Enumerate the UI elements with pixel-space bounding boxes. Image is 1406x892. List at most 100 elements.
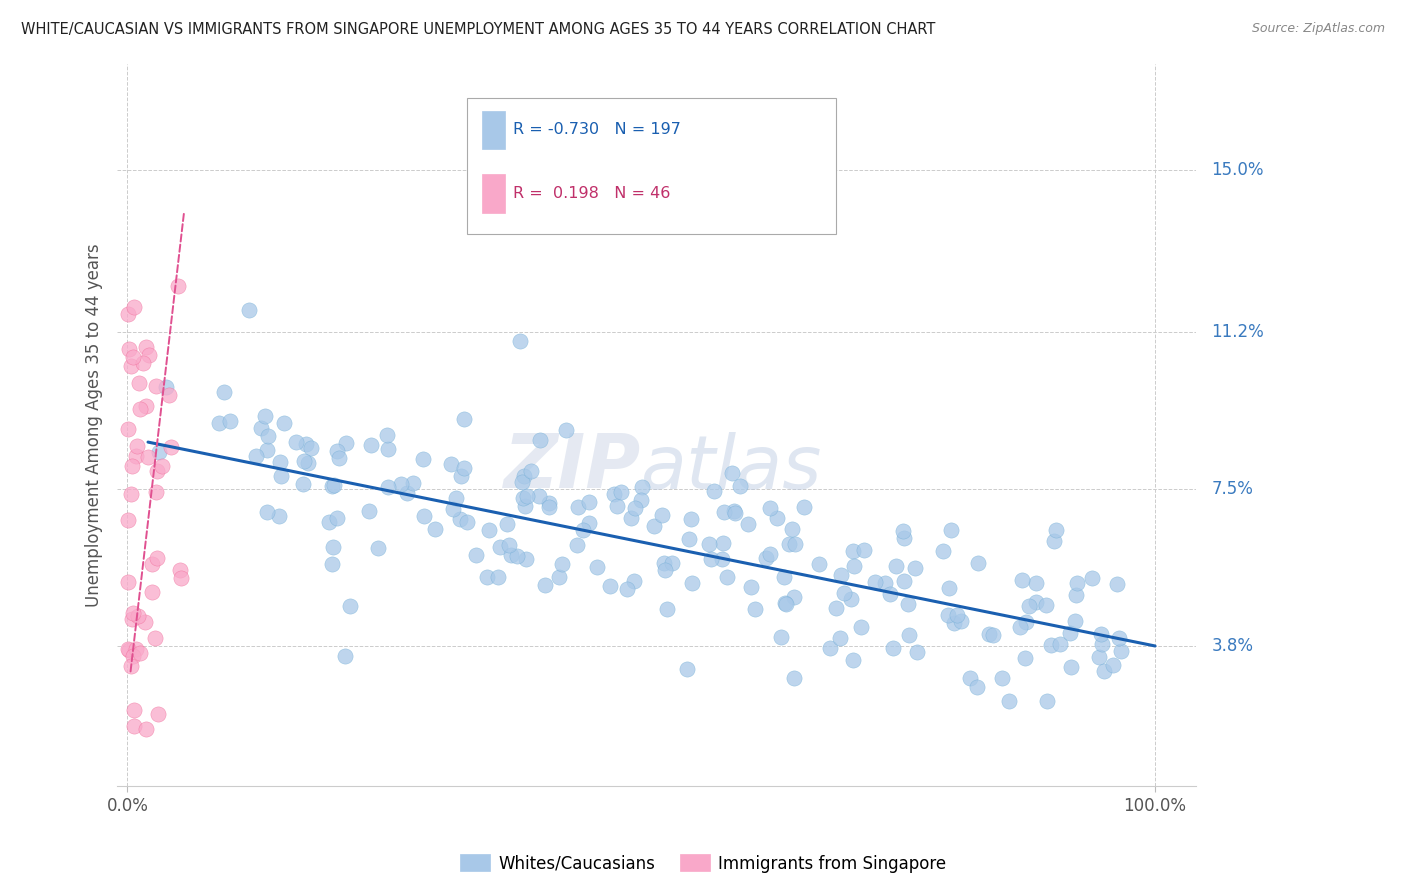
Point (572, 523, 595, 537)
Text: 3.8%: 3.8% (1212, 637, 1254, 655)
Point (245, 449, 267, 463)
Point (655, 602, 678, 616)
Point (138, 348, 160, 362)
Point (160, 440, 183, 454)
Point (1066, 576, 1088, 591)
Point (450, 469, 472, 483)
Point (512, 475, 534, 489)
Point (132, 356, 155, 370)
Point (121, 612, 143, 626)
Point (117, 307, 139, 321)
Point (759, 548, 782, 562)
Point (529, 434, 551, 448)
Point (339, 599, 361, 613)
Point (551, 557, 574, 571)
Point (122, 300, 145, 314)
Point (527, 489, 550, 503)
Point (623, 574, 645, 589)
Point (1018, 599, 1040, 613)
Point (117, 513, 139, 527)
Point (326, 511, 349, 525)
Point (256, 429, 278, 443)
Point (128, 376, 150, 391)
Point (966, 680, 988, 694)
Point (624, 500, 647, 515)
Point (285, 435, 308, 450)
Point (299, 442, 322, 456)
Point (849, 620, 872, 634)
Point (703, 483, 725, 498)
Point (766, 510, 789, 524)
Point (716, 570, 738, 584)
Point (295, 436, 318, 450)
Point (554, 423, 576, 437)
Point (120, 359, 142, 373)
Point (1080, 571, 1102, 585)
Bar (482, 111, 505, 149)
Point (449, 512, 471, 526)
Point (395, 486, 418, 500)
Point (744, 602, 766, 616)
Point (256, 443, 278, 458)
Point (903, 561, 925, 575)
Point (155, 380, 177, 394)
Point (1045, 523, 1067, 537)
Point (991, 671, 1014, 685)
Point (318, 515, 340, 529)
Point (256, 505, 278, 519)
Point (291, 477, 314, 491)
Point (537, 500, 560, 514)
Point (169, 563, 191, 577)
Point (141, 585, 163, 599)
Point (898, 628, 921, 642)
Point (475, 570, 498, 584)
Point (167, 279, 190, 293)
Point (1092, 664, 1115, 678)
Point (148, 445, 170, 459)
Point (321, 558, 343, 572)
Point (360, 438, 382, 452)
Point (120, 487, 142, 501)
Point (755, 551, 778, 566)
Point (141, 557, 163, 571)
Point (616, 582, 638, 597)
Point (135, 399, 157, 413)
Point (146, 550, 169, 565)
Point (863, 575, 886, 590)
Point (891, 524, 914, 538)
Point (412, 452, 434, 467)
Point (509, 334, 531, 349)
Point (643, 519, 665, 533)
Point (413, 509, 436, 524)
Text: Source: ZipAtlas.com: Source: ZipAtlas.com (1251, 22, 1385, 36)
Point (143, 632, 166, 646)
Point (977, 626, 1000, 640)
Point (453, 412, 475, 426)
Bar (482, 175, 505, 212)
Point (498, 538, 520, 552)
Point (326, 444, 349, 458)
Point (586, 559, 609, 574)
Point (506, 549, 529, 563)
Text: 11.2%: 11.2% (1212, 323, 1264, 341)
Point (844, 558, 866, 573)
Point (440, 457, 463, 471)
Point (516, 489, 538, 503)
Point (456, 515, 478, 529)
Point (943, 616, 966, 631)
Point (335, 435, 357, 450)
Point (125, 641, 148, 656)
Point (129, 646, 152, 660)
Point (839, 592, 862, 607)
Point (1049, 637, 1071, 651)
Point (808, 557, 831, 571)
Text: R =  0.198   N = 46: R = 0.198 N = 46 (513, 186, 671, 201)
Point (134, 615, 156, 629)
Point (721, 466, 744, 480)
Point (1014, 651, 1036, 665)
Point (724, 506, 747, 520)
Point (853, 543, 876, 558)
Point (619, 511, 641, 525)
Point (1043, 534, 1066, 549)
Point (129, 401, 152, 416)
